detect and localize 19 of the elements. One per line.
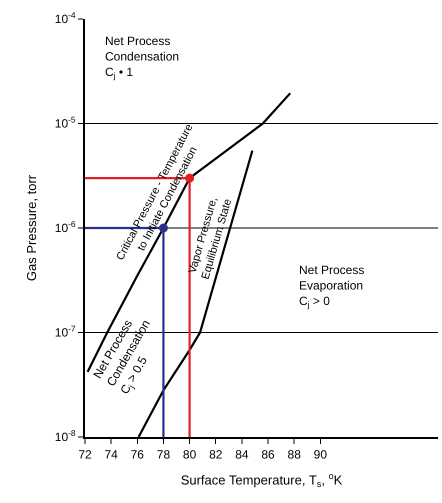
y-axis-title: Gas Pressure, torr [24, 174, 40, 282]
x-tick-label: 86 [261, 447, 276, 462]
y-tick-label: 10$^{-5}$ [54, 114, 76, 131]
y-tick-label: 10$^{-8}$ [54, 428, 76, 444]
annotation: Net Process Evaporation C$_{j}$ > 0 [299, 263, 364, 310]
y-tick-label: 10$^{-4}$ [54, 10, 76, 26]
x-tick-label: 72 [78, 447, 92, 462]
annotation: Net Process Condensation C$_{j}$ • 1 [105, 34, 180, 81]
x-tick-label: 80 [182, 447, 197, 462]
x-tick-label: 82 [209, 447, 223, 462]
x-axis-title: Surface Temperature, T$_{s}$, $^{o}$K [180, 471, 343, 490]
y-tick-label: 10$^{-6}$ [54, 219, 76, 236]
x-tick-label: 76 [130, 447, 144, 462]
x-tick-label: 78 [156, 447, 170, 462]
x-tick-label: 74 [104, 447, 118, 462]
x-tick-label: 88 [288, 447, 302, 462]
y-tick-label: 10$^{-7}$ [54, 324, 76, 340]
x-tick-label: 90 [314, 447, 328, 462]
x-tick-label: 84 [235, 447, 249, 462]
